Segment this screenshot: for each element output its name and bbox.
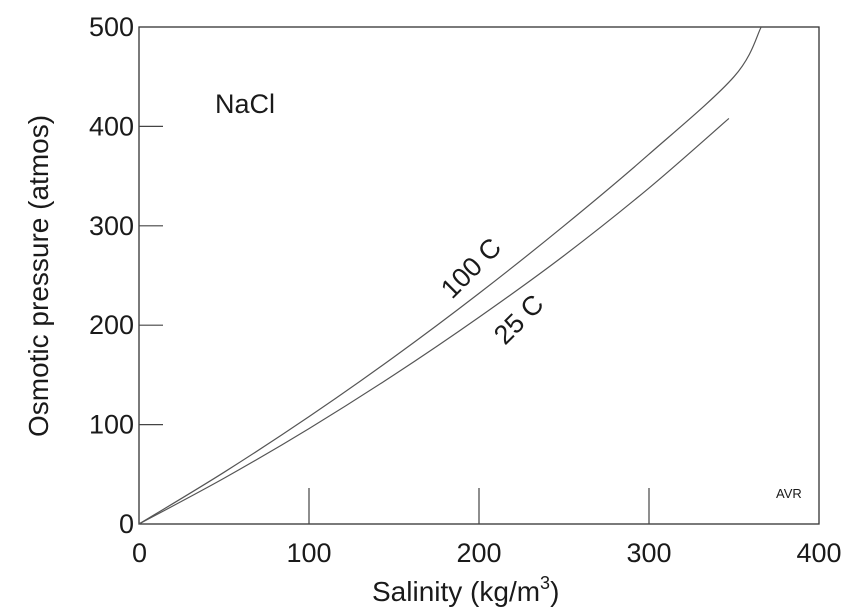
x-axis-title-sup: 3	[540, 573, 550, 593]
substance-label: NaCl	[215, 89, 275, 119]
y-tick-label-500: 500	[89, 12, 134, 42]
series-line-100c	[138, 26, 762, 525]
y-tick-label-400: 400	[89, 111, 134, 141]
x-tick-label-0: 0	[132, 538, 147, 568]
y-axis-title: Osmotic pressure (atmos)	[23, 115, 54, 437]
x-axis-title-main: Salinity (kg/m	[372, 576, 540, 607]
series-label-100c: 100 C	[435, 232, 507, 304]
y-tick-label-200: 200	[89, 310, 134, 340]
x-axis-title: Salinity (kg/m3)	[372, 573, 559, 607]
series-group	[138, 26, 762, 525]
series-line-25c	[138, 117, 730, 525]
tick-label-group: 0 100 200 300 400 0 100 200 300 400 500	[89, 12, 842, 568]
x-tick-label-400: 400	[796, 538, 841, 568]
x-axis-title-tail: )	[550, 576, 559, 607]
y-tick-label-0: 0	[119, 509, 134, 539]
x-tick-label-200: 200	[456, 538, 501, 568]
x-tick-label-100: 100	[286, 538, 331, 568]
tick-group	[139, 125, 650, 524]
series-label-25c: 25 C	[488, 289, 550, 351]
credit-label: AVR	[776, 486, 802, 501]
y-tick-label-100: 100	[89, 410, 134, 440]
y-tick-label-300: 300	[89, 211, 134, 241]
x-tick-label-300: 300	[626, 538, 671, 568]
